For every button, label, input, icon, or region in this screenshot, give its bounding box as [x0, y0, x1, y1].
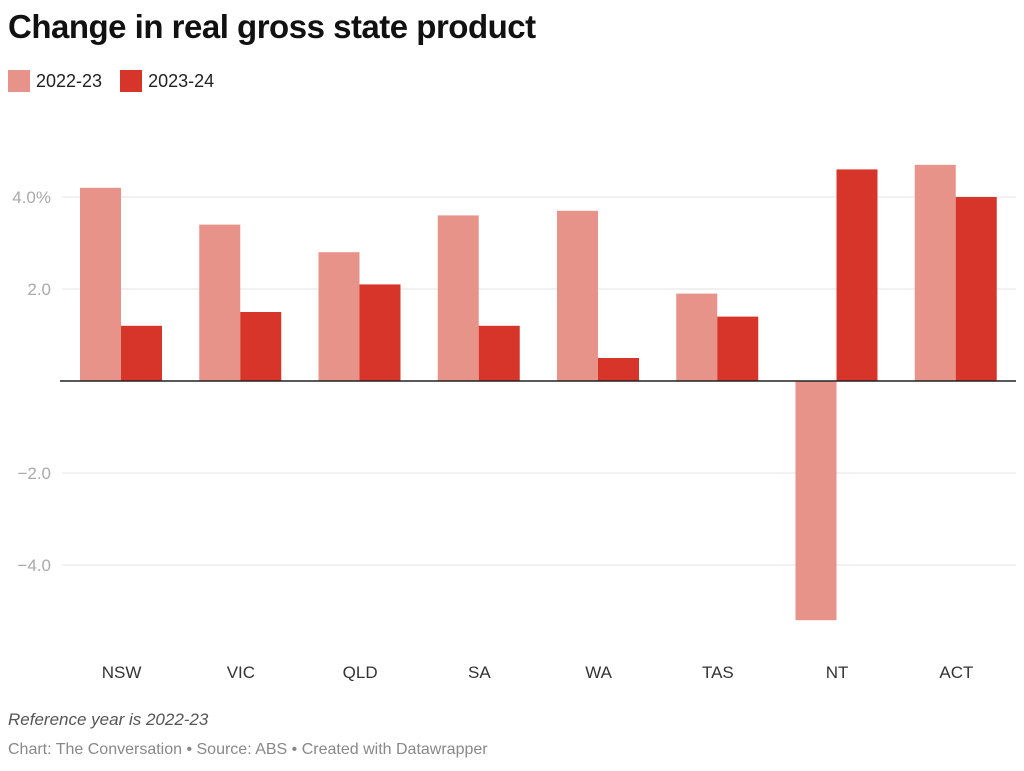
y-tick-label: −4.0 — [17, 556, 51, 575]
bar-nt-2023-24 — [836, 169, 878, 381]
y-tick-label: −2.0 — [17, 464, 51, 483]
x-tick-label: NSW — [102, 663, 142, 682]
x-tick-label: TAS — [702, 663, 734, 682]
legend-label: 2023-24 — [148, 70, 215, 91]
bar-sa-2023-24 — [478, 325, 520, 381]
bar-act-2023-24 — [955, 197, 997, 381]
bar-vic-2023-24 — [240, 312, 282, 381]
bar-act-2022-23 — [914, 164, 956, 381]
bar-qld-2022-23 — [318, 252, 360, 381]
x-tick-label: ACT — [939, 663, 973, 682]
x-tick-label: QLD — [343, 663, 378, 682]
chart-credit: Chart: The Conversation • Source: ABS • … — [8, 741, 488, 758]
x-tick-label: WA — [585, 663, 612, 682]
y-tick-label: 2.0 — [27, 280, 51, 299]
legend-item-2023-24: 2023-24 — [120, 70, 214, 92]
chart-title: Change in real gross state product — [8, 8, 536, 45]
legend-swatch — [120, 70, 143, 92]
bar-nsw-2022-23 — [80, 187, 121, 381]
x-tick-label: VIC — [227, 663, 255, 682]
legend-item-2022-23: 2022-23 — [8, 70, 102, 92]
bar-vic-2022-23 — [199, 224, 241, 381]
legend-label: 2022-23 — [36, 70, 103, 91]
x-tick-label: NT — [826, 663, 849, 682]
y-tick-label: 4.0% — [12, 188, 51, 207]
chart-note: Reference year is 2022-23 — [8, 710, 209, 729]
legend-swatch — [8, 70, 30, 92]
bar-tas-2022-23 — [676, 293, 718, 381]
bar-wa-2023-24 — [598, 358, 639, 381]
bar-sa-2022-23 — [437, 215, 479, 381]
bar-tas-2023-24 — [717, 316, 759, 381]
bar-qld-2023-24 — [359, 284, 401, 381]
bar-nt-2022-23 — [795, 381, 837, 621]
x-tick-label: SA — [468, 663, 491, 682]
bar-wa-2022-23 — [557, 210, 598, 381]
legend: 2022-23 2023-24 — [8, 70, 214, 92]
bar-nsw-2023-24 — [121, 325, 162, 381]
